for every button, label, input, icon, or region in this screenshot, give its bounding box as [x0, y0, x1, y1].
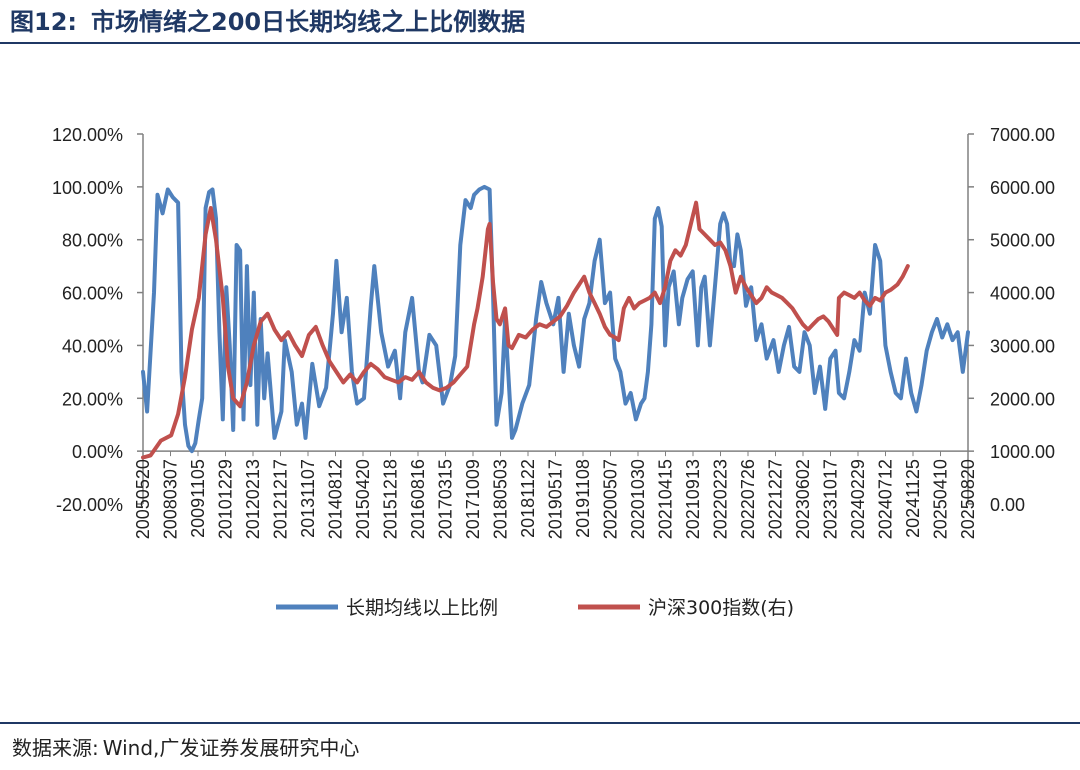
left-axis: -20.00% 0.00% 20.00% 40.00% 60.00% 80.00% 100.…	[52, 125, 144, 515]
x-tick-label: 20221227	[766, 459, 786, 539]
x-tick-label: 20241125	[903, 459, 923, 538]
x-tick-label: 20230602	[793, 459, 813, 539]
x-tick-label: 20131107	[298, 459, 318, 538]
legend-label-ratio: 长期均线以上比例	[346, 597, 498, 619]
x-tick-label: 20091105	[188, 459, 208, 538]
x-tick-label: 20121217	[271, 459, 291, 539]
top-divider	[0, 42, 1080, 44]
x-tick-label: 20200507	[601, 459, 621, 539]
x-tick-label: 20050520	[133, 459, 153, 539]
left-tick-label: 80.00%	[62, 231, 123, 251]
x-tick-label: 20231017	[821, 459, 841, 539]
x-tick-label: 20210913	[683, 459, 703, 539]
x-tick-label: 20101229	[216, 459, 236, 539]
x-tick-label: 20140812	[326, 459, 346, 539]
source-note: 数据来源: Wind,广发证券发展研究中心	[12, 732, 359, 761]
left-tick-label: 20.00%	[62, 389, 123, 409]
x-tick-label: 20080307	[161, 459, 181, 539]
x-tick-label: 20160816	[408, 459, 428, 539]
right-tick-label: 4000.00	[990, 284, 1055, 304]
series-layer	[141, 184, 970, 460]
left-tick-label: 40.00%	[62, 336, 123, 356]
legend-label-index: 沪深300指数(右)	[648, 597, 794, 619]
right-tick-label: 3000.00	[990, 336, 1055, 356]
source-label: 数据来源:	[12, 736, 99, 760]
right-tick-label: 1000.00	[990, 442, 1055, 462]
x-tick-label: 20210415	[656, 459, 676, 539]
figure-number: 图12:	[10, 8, 77, 36]
x-tick-label: 20201030	[628, 459, 648, 539]
x-tick-label: 20240712	[876, 459, 896, 539]
x-tick-label: 20120213	[243, 459, 263, 539]
right-tick-label: 2000.00	[990, 389, 1055, 409]
x-tick-label: 20171009	[463, 459, 483, 539]
left-tick-label: 60.00%	[62, 284, 123, 304]
x-tick-label: 20170315	[436, 459, 456, 539]
x-tick-label: 20220223	[711, 459, 731, 539]
x-tick-label: 20150420	[353, 459, 373, 539]
right-tick-label: 0.00	[990, 495, 1025, 515]
x-tick-label: 20181122	[518, 459, 538, 538]
x-tick-label: 20180503	[491, 459, 511, 539]
left-tick-label: 100.00%	[52, 178, 123, 198]
left-tick-label: 120.00%	[52, 125, 123, 145]
series-line-ratio	[141, 184, 970, 454]
right-tick-label: 7000.00	[990, 125, 1055, 145]
x-tick-label: 20220726	[738, 459, 758, 539]
x-axis: 20050520 20080307 20091105 20101229 20120213…	[133, 450, 978, 539]
x-tick-label: 20190517	[546, 459, 566, 539]
x-tick-label: 20151218	[381, 459, 401, 539]
figure-title-text: 市场情绪之200日长期均线之上比例数据	[91, 8, 526, 36]
right-axis: 0.00 1000.00 2000.00 3000.00 4000.00 5000.00 6…	[967, 125, 1055, 515]
left-tick-label: 0.00%	[72, 442, 123, 462]
left-tick-label: -20.00%	[56, 495, 123, 515]
bottom-divider	[0, 722, 1080, 724]
x-tick-label: 20191108	[573, 459, 593, 538]
chart: -20.00% 0.00% 20.00% 40.00% 60.00% 80.00% 100.…	[52, 125, 1055, 619]
figure-title: 图12: 市场情绪之200日长期均线之上比例数据	[10, 4, 525, 40]
x-tick-label: 20250820	[958, 459, 978, 539]
x-tick-label: 20240229	[848, 459, 868, 539]
legend: 长期均线以上比例 沪深300指数(右)	[276, 597, 794, 619]
right-tick-label: 6000.00	[990, 178, 1055, 198]
source-text: Wind,广发证券发展研究中心	[102, 736, 360, 760]
x-tick-label: 20250410	[931, 459, 951, 539]
right-tick-label: 5000.00	[990, 231, 1055, 251]
series-line-index	[141, 200, 910, 460]
